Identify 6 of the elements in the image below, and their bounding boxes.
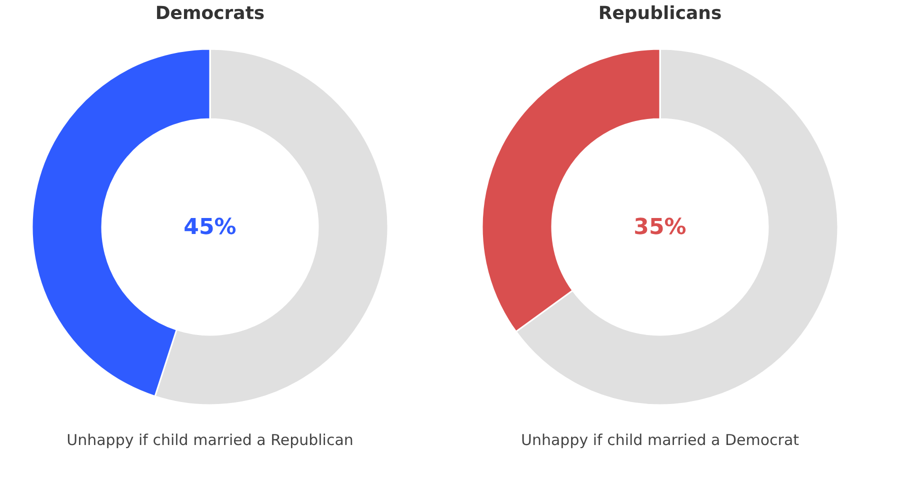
text: 35% [634,215,686,240]
text: Unhappy if child married a Democrat [520,431,800,449]
chart-title: Republicans [598,3,722,24]
chart-title: Democrats [155,3,265,24]
text: 45% [184,215,236,240]
text: Unhappy if child married a Republican [66,431,354,449]
